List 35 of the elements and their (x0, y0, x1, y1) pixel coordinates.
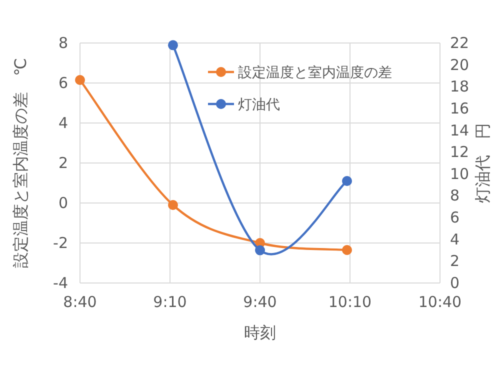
y-tick-label: 8 (58, 34, 68, 52)
point (75, 75, 85, 85)
x-axis-title: 時刻 (244, 323, 276, 342)
y2-tick-label: 14 (450, 121, 470, 140)
y-tick-label: -2 (53, 234, 68, 252)
legend-label: 設定温度と室内温度の差 (238, 65, 392, 81)
y2-tick-label: 2 (450, 252, 460, 270)
y2-tick-label: 4 (450, 230, 460, 248)
y2-tick-label: 22 (450, 34, 470, 52)
point (255, 245, 265, 256)
y2-tick-label: 12 (450, 143, 470, 162)
y-axis-title: 設定温度と室内温度の差 ℃ (11, 58, 30, 268)
x-tick-label: 10:10 (328, 293, 372, 311)
y2-tick-label: 0 (450, 274, 460, 292)
y-tick-label: 6 (58, 74, 68, 92)
y2-tick-label: 6 (450, 208, 460, 227)
y2-tick-label: 18 (450, 78, 470, 96)
y-tick-label: 0 (58, 194, 68, 212)
point (342, 176, 352, 186)
x-tick-label: 9:40 (243, 293, 277, 311)
y2-tick-label: 10 (450, 164, 470, 183)
y2-tick-label: 8 (450, 186, 460, 205)
y-tick-label: 4 (58, 114, 68, 132)
point (342, 245, 352, 255)
y-tick-label: -4 (53, 274, 68, 292)
y2-tick-label: 20 (450, 56, 470, 74)
point (168, 200, 178, 210)
x-tick-label: 10:40 (418, 293, 462, 311)
y-tick-label: 2 (58, 154, 68, 172)
legend-label: 灯油代 (238, 97, 280, 113)
x-tick-label: 8:40 (63, 293, 97, 311)
y2-axis-title: 灯油代 円 (473, 123, 492, 203)
point (168, 40, 178, 50)
y2-tick-label: 16 (450, 99, 470, 118)
x-tick-label: 9:10 (153, 293, 187, 311)
